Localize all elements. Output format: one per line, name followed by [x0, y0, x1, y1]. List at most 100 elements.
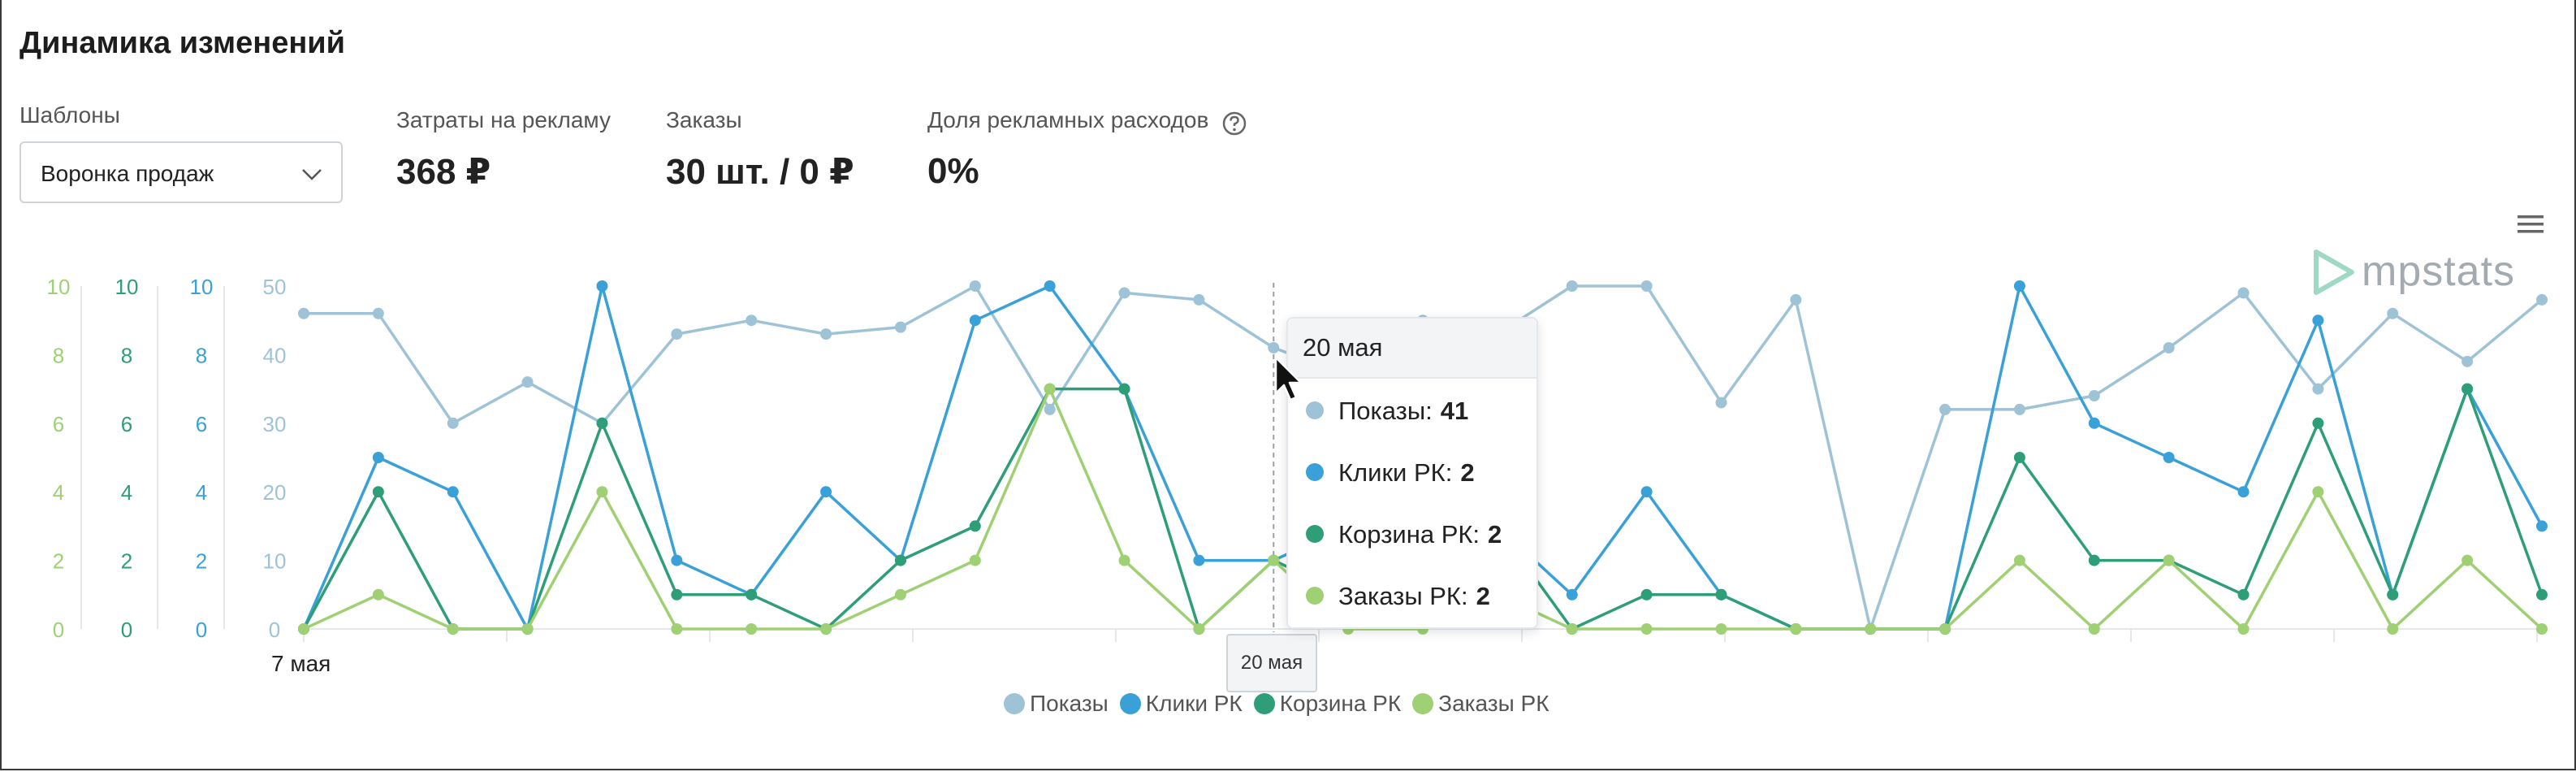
data-point	[2088, 554, 2100, 566]
data-point	[1566, 623, 1578, 635]
help-icon[interactable]	[1221, 111, 1247, 137]
y-tick-label: 6	[121, 412, 132, 436]
tooltip-value: 2	[1460, 458, 1475, 487]
data-point	[746, 314, 758, 327]
tooltip-label: Корзина РК:	[1338, 520, 1480, 549]
data-point	[969, 280, 981, 292]
data-point	[2387, 588, 2399, 601]
data-point	[2013, 452, 2025, 463]
x-axis-flag: 20 мая	[1226, 634, 1317, 692]
data-point	[1939, 623, 1951, 635]
legend-orders-dot-icon	[1412, 693, 1434, 714]
data-point	[1193, 554, 1205, 566]
legend-label: Клики РК	[1145, 691, 1243, 716]
data-point	[596, 486, 608, 498]
data-point	[2536, 520, 2548, 532]
y-tick-label: 40	[263, 343, 287, 367]
legend-clicks-dot-icon	[1119, 693, 1141, 714]
data-point	[969, 520, 981, 532]
data-point	[1193, 623, 1205, 635]
y-tick-label: 30	[263, 412, 287, 436]
data-point	[2461, 383, 2474, 395]
orders-dot-icon	[1306, 586, 1324, 605]
tooltip-label: Показы:	[1338, 397, 1433, 425]
orders-label: Заказы	[666, 107, 742, 132]
data-point	[2387, 307, 2399, 319]
orders-value: 30 шт. / 0 ₽	[666, 152, 854, 192]
tooltip-header: 20 мая	[1288, 319, 1537, 379]
page-title: Динамика изменений	[19, 26, 346, 60]
y-tick-label: 10	[115, 275, 139, 299]
data-point	[820, 328, 832, 340]
tooltip-value: 2	[1488, 520, 1502, 549]
data-point	[2536, 588, 2548, 601]
data-point	[2013, 403, 2025, 415]
y-tick-label: 4	[53, 480, 64, 505]
y-tick-label: 10	[263, 549, 287, 574]
data-point	[2536, 293, 2548, 306]
data-point	[2312, 314, 2324, 327]
data-point	[2163, 452, 2175, 463]
data-point	[2237, 588, 2250, 601]
data-point	[372, 452, 384, 463]
ad-spend-value: 368 ₽	[396, 152, 491, 192]
legend-label: Корзина РК	[1279, 691, 1402, 716]
data-point	[298, 307, 309, 319]
data-point	[2013, 280, 2025, 292]
tooltip-row-orders: Заказы РК: 2	[1306, 582, 1490, 611]
data-point	[2237, 623, 2250, 635]
data-point	[447, 417, 459, 429]
data-point	[1044, 383, 1056, 395]
data-point	[894, 554, 906, 566]
data-point	[1044, 280, 1056, 292]
tooltip-value: 41	[1440, 397, 1469, 425]
data-point	[372, 486, 384, 498]
y-tick-label: 8	[53, 343, 64, 367]
data-point	[1939, 403, 1951, 415]
y-tick-label: 20	[263, 480, 287, 505]
legend-item-cart[interactable]: Корзина РК	[1253, 691, 1402, 717]
data-point	[820, 486, 832, 498]
data-point	[1044, 403, 1056, 415]
legend-item-orders[interactable]: Заказы РК	[1412, 691, 1549, 717]
tooltip-row-clicks: Клики РК: 2	[1306, 458, 1475, 488]
data-point	[2088, 623, 2100, 635]
data-point	[1715, 397, 1727, 409]
data-point	[820, 623, 832, 635]
data-point	[2088, 417, 2100, 429]
data-point	[1566, 588, 1578, 601]
y-tick-label: 2	[196, 549, 207, 574]
legend-item-clicks[interactable]: Клики РК	[1119, 691, 1243, 717]
data-point	[2461, 355, 2474, 367]
templates-select[interactable]: Воронка продаж	[19, 141, 343, 203]
data-point	[969, 554, 981, 566]
data-point	[1715, 623, 1727, 635]
data-point	[596, 280, 608, 292]
logo-text: mpstats	[2362, 248, 2516, 295]
tooltip-label: Заказы РК:	[1338, 582, 1468, 610]
data-point	[1640, 486, 1653, 498]
y-tick-label: 10	[47, 275, 71, 299]
y-tick-label: 0	[196, 618, 207, 642]
x-tick-label: 7 мая	[271, 651, 331, 676]
data-point	[447, 486, 459, 498]
data-point	[1118, 554, 1130, 566]
data-point	[2461, 554, 2474, 566]
data-point	[372, 588, 384, 601]
data-point	[1715, 588, 1727, 601]
data-point	[2536, 623, 2548, 635]
data-point	[2387, 623, 2399, 635]
views-dot-icon	[1306, 401, 1324, 419]
mpstats-logo-icon	[2314, 249, 2354, 295]
legend-views-dot-icon	[1004, 693, 1025, 714]
data-point	[1268, 554, 1280, 566]
data-point	[2237, 486, 2250, 498]
menu-icon[interactable]	[2516, 213, 2545, 236]
legend-item-views[interactable]: Показы	[1004, 691, 1109, 717]
data-point	[1865, 623, 1877, 635]
chart-tooltip: 20 мая Показы: 41 Клики РК: 2 Корзина РК: 2…	[1286, 317, 1538, 629]
data-point	[894, 321, 906, 333]
data-point	[1790, 293, 1802, 306]
data-point	[2013, 554, 2025, 566]
